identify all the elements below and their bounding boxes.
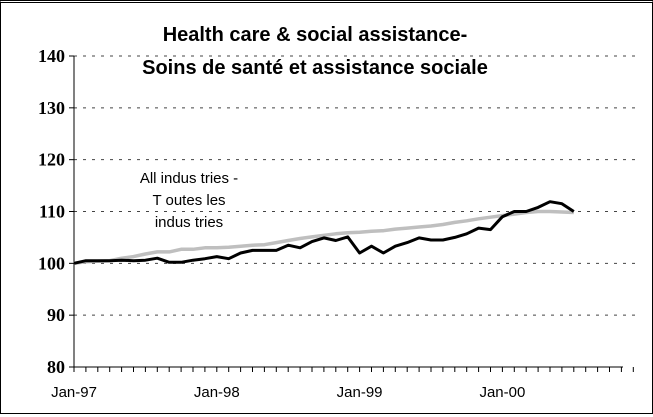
y-tick-label: 110 (39, 202, 65, 222)
x-tick-label: Jan-97 (51, 384, 97, 401)
x-tick-label: Jan-00 (479, 384, 525, 401)
line-chart: Health care & social assistance- Soins d… (38, 24, 641, 401)
series-line-all-industries (73, 209, 574, 266)
y-tick-label: 90 (47, 305, 65, 325)
y-tick-label: 120 (38, 150, 65, 170)
chart-title-line-1: Health care & social assistance- (163, 24, 468, 46)
y-tick-label: 130 (38, 98, 65, 118)
y-tick-label: 140 (38, 46, 65, 66)
x-tick-label: Jan-99 (337, 384, 383, 401)
chart-title-line-2: Soins de santé et assistance sociale (142, 57, 488, 79)
y-tick-label: 80 (47, 357, 65, 377)
x-tick-label: Jan-98 (194, 384, 240, 401)
annotation-line-1: All indus tries - (140, 170, 238, 187)
annotation-line-2: T outes les (152, 192, 225, 209)
annotation-line-3: indus tries (155, 214, 223, 231)
y-tick-label: 100 (38, 253, 65, 273)
series-line-health-care (73, 200, 575, 265)
